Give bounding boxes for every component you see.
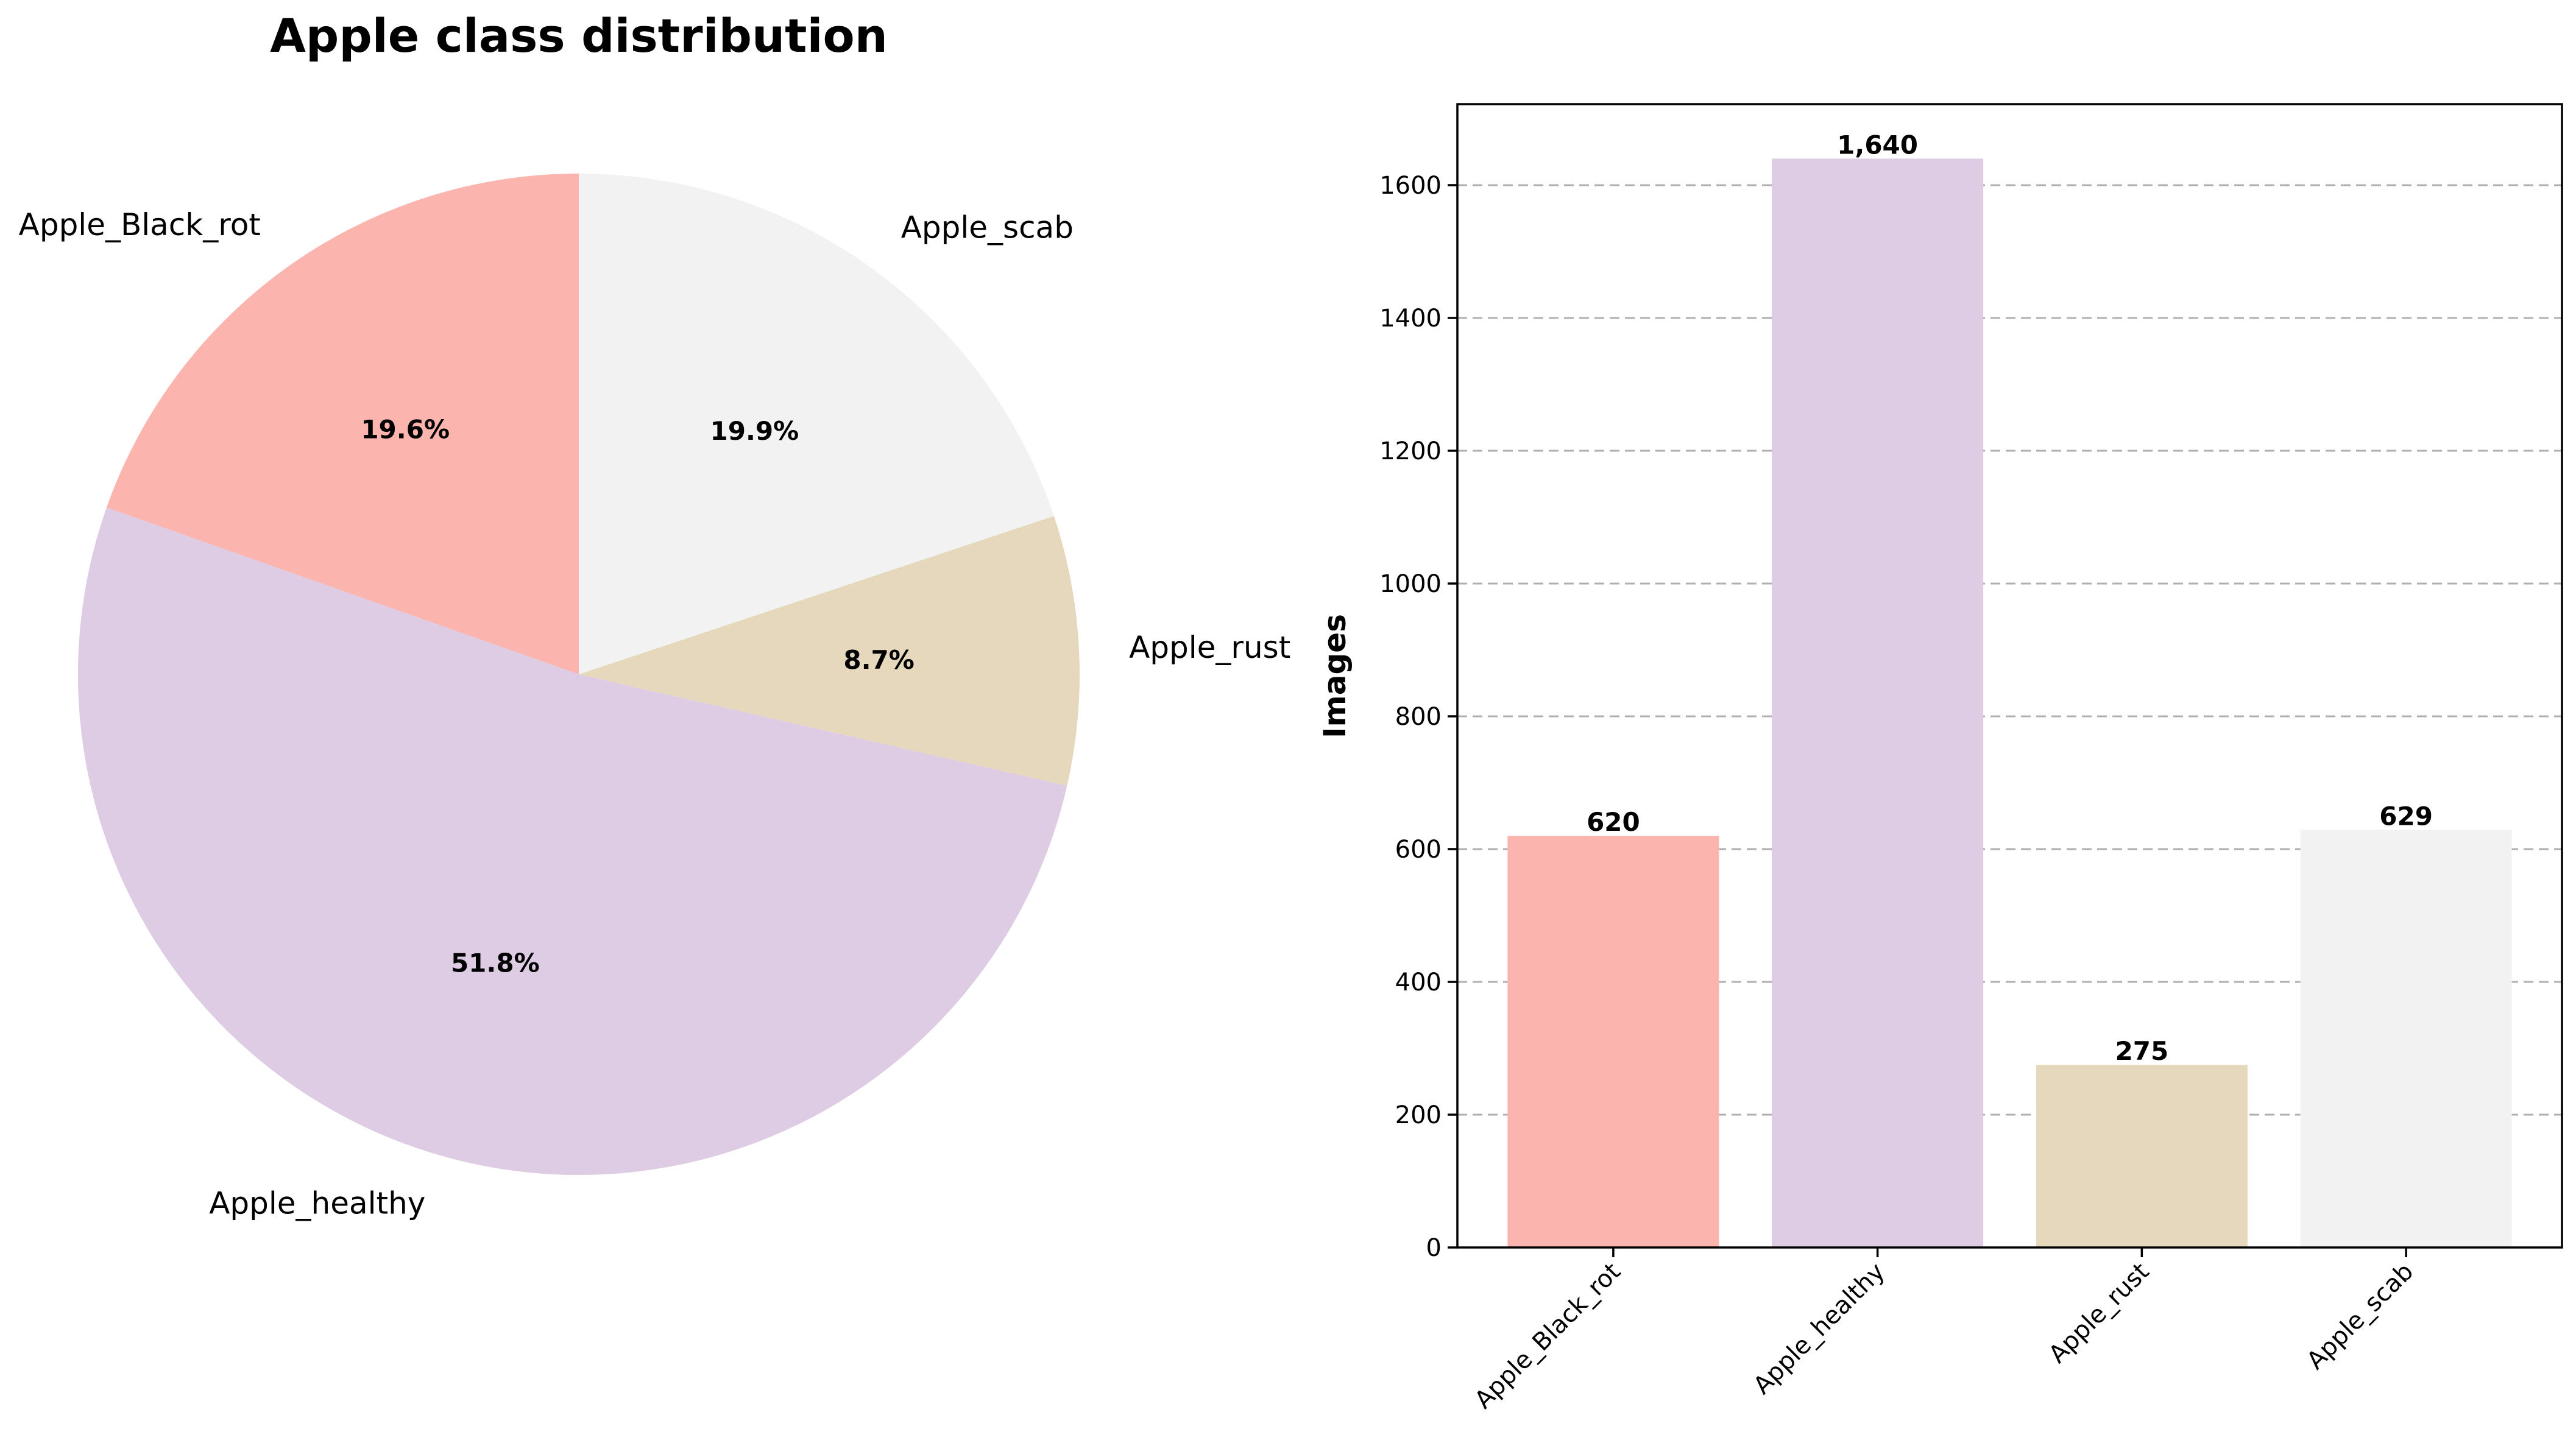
pie-percent-label-apple-healthy: 51.8% bbox=[451, 948, 540, 978]
pie-percent-label-apple-scab: 19.9% bbox=[710, 416, 799, 446]
x-tick-label-apple-healthy: Apple_healthy bbox=[1748, 1258, 1890, 1400]
pie-slice-apple-scab bbox=[579, 174, 1054, 674]
bar-chart: 0 200 400 600 800 1000 1200 1400 1600 Apple_Blac… bbox=[1317, 103, 2563, 1414]
pie-label-apple-scab: Apple_scab bbox=[901, 210, 1074, 245]
y-tick-label: 1600 bbox=[1379, 172, 1442, 200]
x-tick-label-apple-rust: Apple_rust bbox=[2043, 1258, 2155, 1369]
y-tick-label: 1200 bbox=[1379, 437, 1442, 465]
y-tick-label: 400 bbox=[1395, 968, 1442, 997]
bar-value-label-apple-rust: 275 bbox=[2115, 1036, 2169, 1066]
bar-apple-black-rot bbox=[1507, 836, 1719, 1247]
pie-slice-apple-rust bbox=[579, 516, 1080, 786]
bar-apple-rust bbox=[2036, 1065, 2248, 1247]
bar-value-label-apple-scab: 629 bbox=[2379, 801, 2433, 831]
pie-percent-label-apple-black-rot: 19.6% bbox=[361, 414, 450, 444]
bar-apple-healthy bbox=[1772, 158, 1984, 1247]
x-tick-label-apple-scab: Apple_scab bbox=[2301, 1258, 2419, 1375]
y-tick-label: 800 bbox=[1395, 703, 1442, 731]
bar-value-label-apple-black-rot: 620 bbox=[1587, 807, 1640, 837]
bar-value-label-apple-healthy: 1,640 bbox=[1837, 130, 1918, 160]
bar-chart-frame bbox=[1456, 103, 2563, 1249]
y-axis-label: Images bbox=[1317, 614, 1353, 738]
pie-chart-title: Apple class distribution bbox=[270, 9, 888, 63]
pie-percent-label-apple-rust: 8.7% bbox=[843, 645, 914, 675]
bar-apple-scab bbox=[2300, 830, 2512, 1247]
x-tick-label-apple-black-rot: Apple_Black_rot bbox=[1470, 1258, 1626, 1414]
pie-chart: Apple class distribution 19.6% Apple_Blac… bbox=[19, 9, 1291, 1221]
pie-label-apple-healthy: Apple_healthy bbox=[209, 1186, 425, 1221]
pie-slice-apple-healthy bbox=[77, 507, 1067, 1176]
pie-label-apple-rust: Apple_rust bbox=[1129, 630, 1290, 665]
y-tick-label: 0 bbox=[1426, 1234, 1442, 1262]
pie-label-apple-black-rot: Apple_Black_rot bbox=[19, 207, 261, 242]
y-tick-label: 200 bbox=[1395, 1101, 1442, 1129]
pie-slice-apple-black-rot bbox=[106, 174, 579, 674]
y-tick-label: 1400 bbox=[1379, 305, 1442, 333]
y-tick-label: 1000 bbox=[1379, 570, 1442, 598]
y-tick-label: 600 bbox=[1395, 836, 1442, 864]
